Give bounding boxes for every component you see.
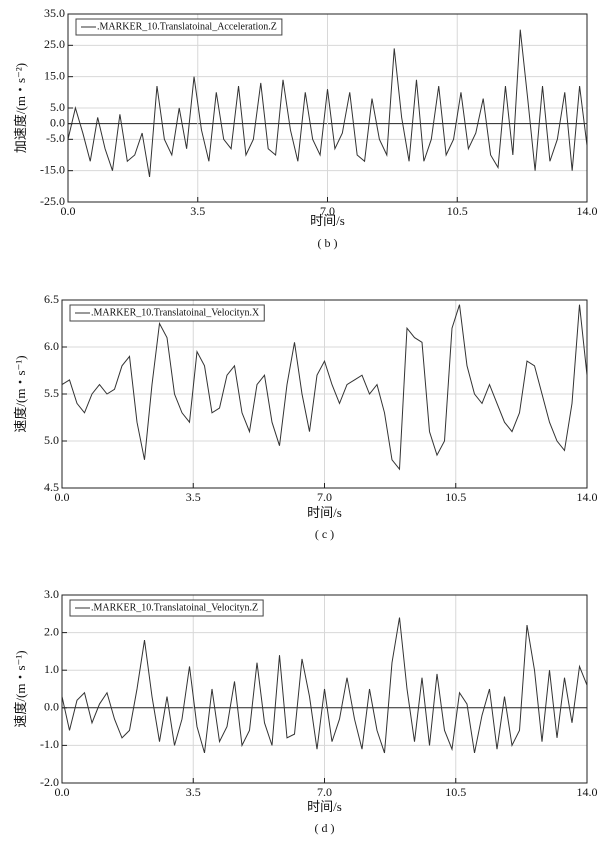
y-tick-label: -5.0 [46, 131, 65, 145]
x-tick-label: 0.0 [55, 785, 70, 799]
legend: .MARKER_10.Translatoinal_Acceleration.Z [75, 18, 283, 36]
y-tick-label: -2.0 [40, 775, 59, 789]
data-line [61, 304, 588, 471]
x-tick-label: 3.5 [186, 785, 201, 799]
y-tick-label: 0.0 [50, 115, 65, 129]
plot-frame [61, 299, 588, 489]
y-tick-label: 5.5 [44, 386, 59, 400]
legend-label: .MARKER_10.Translatoinal_Velocityn.Z [91, 602, 258, 613]
legend-box [69, 304, 265, 322]
plot-frame [67, 13, 588, 203]
data-line [67, 29, 588, 178]
x-tick-label: 3.5 [190, 204, 205, 218]
y-axis-label: 加速度/(m・s⁻²) [13, 63, 28, 153]
x-axis-label: 时间/s [307, 799, 342, 814]
x-tick-label: 7.0 [320, 204, 335, 218]
y-tick-label: 0.0 [44, 700, 59, 714]
y-tick-label: 5.0 [50, 100, 65, 114]
x-tick-label: 7.0 [317, 785, 332, 799]
legend: .MARKER_10.Translatoinal_Velocityn.X [69, 304, 265, 322]
legend-label: .MARKER_10.Translatoinal_Velocityn.X [91, 307, 260, 318]
y-tick-label: 15.0 [44, 68, 65, 82]
x-tick-label: 3.5 [186, 490, 201, 504]
y-tick-label: -15.0 [40, 162, 65, 176]
x-tick-label: 14.0 [577, 204, 598, 218]
plot-frame [61, 594, 588, 784]
y-tick-label: 6.0 [44, 339, 59, 353]
y-tick-label: 6.5 [44, 292, 59, 306]
x-axis-label: 时间/s [307, 505, 342, 520]
x-tick-label: 0.0 [61, 204, 76, 218]
legend-box [75, 18, 283, 36]
y-axis-label: 速度/(m・s⁻¹) [13, 650, 28, 727]
x-tick-label: 14.0 [577, 785, 598, 799]
y-tick-label: 3.0 [44, 587, 59, 601]
y-tick-label: 2.0 [44, 624, 59, 638]
y-tick-label: 4.5 [44, 480, 59, 494]
x-tick-label: 10.5 [447, 204, 468, 218]
y-tick-label: 25.0 [44, 37, 65, 51]
x-axis-label: 时间/s [310, 213, 345, 228]
data-line [61, 617, 588, 754]
y-tick-label: 5.0 [44, 433, 59, 447]
x-tick-label: 10.5 [445, 490, 466, 504]
legend-label: .MARKER_10.Translatoinal_Acceleration.Z [97, 21, 277, 32]
caption: ( b ) [318, 236, 338, 250]
caption: ( d ) [315, 821, 335, 835]
caption: ( c ) [315, 527, 334, 541]
x-tick-label: 10.5 [445, 785, 466, 799]
y-tick-label: -1.0 [40, 737, 59, 751]
y-tick-label: -25.0 [40, 194, 65, 208]
x-tick-label: 7.0 [317, 490, 332, 504]
y-axis-label: 速度/(m・s⁻¹) [13, 355, 28, 432]
x-tick-label: 14.0 [577, 490, 598, 504]
x-tick-label: 0.0 [55, 490, 70, 504]
y-tick-label: 1.0 [44, 662, 59, 676]
legend: .MARKER_10.Translatoinal_Velocityn.Z [69, 599, 264, 617]
legend-box [69, 599, 264, 617]
y-tick-label: 35.0 [44, 6, 65, 20]
